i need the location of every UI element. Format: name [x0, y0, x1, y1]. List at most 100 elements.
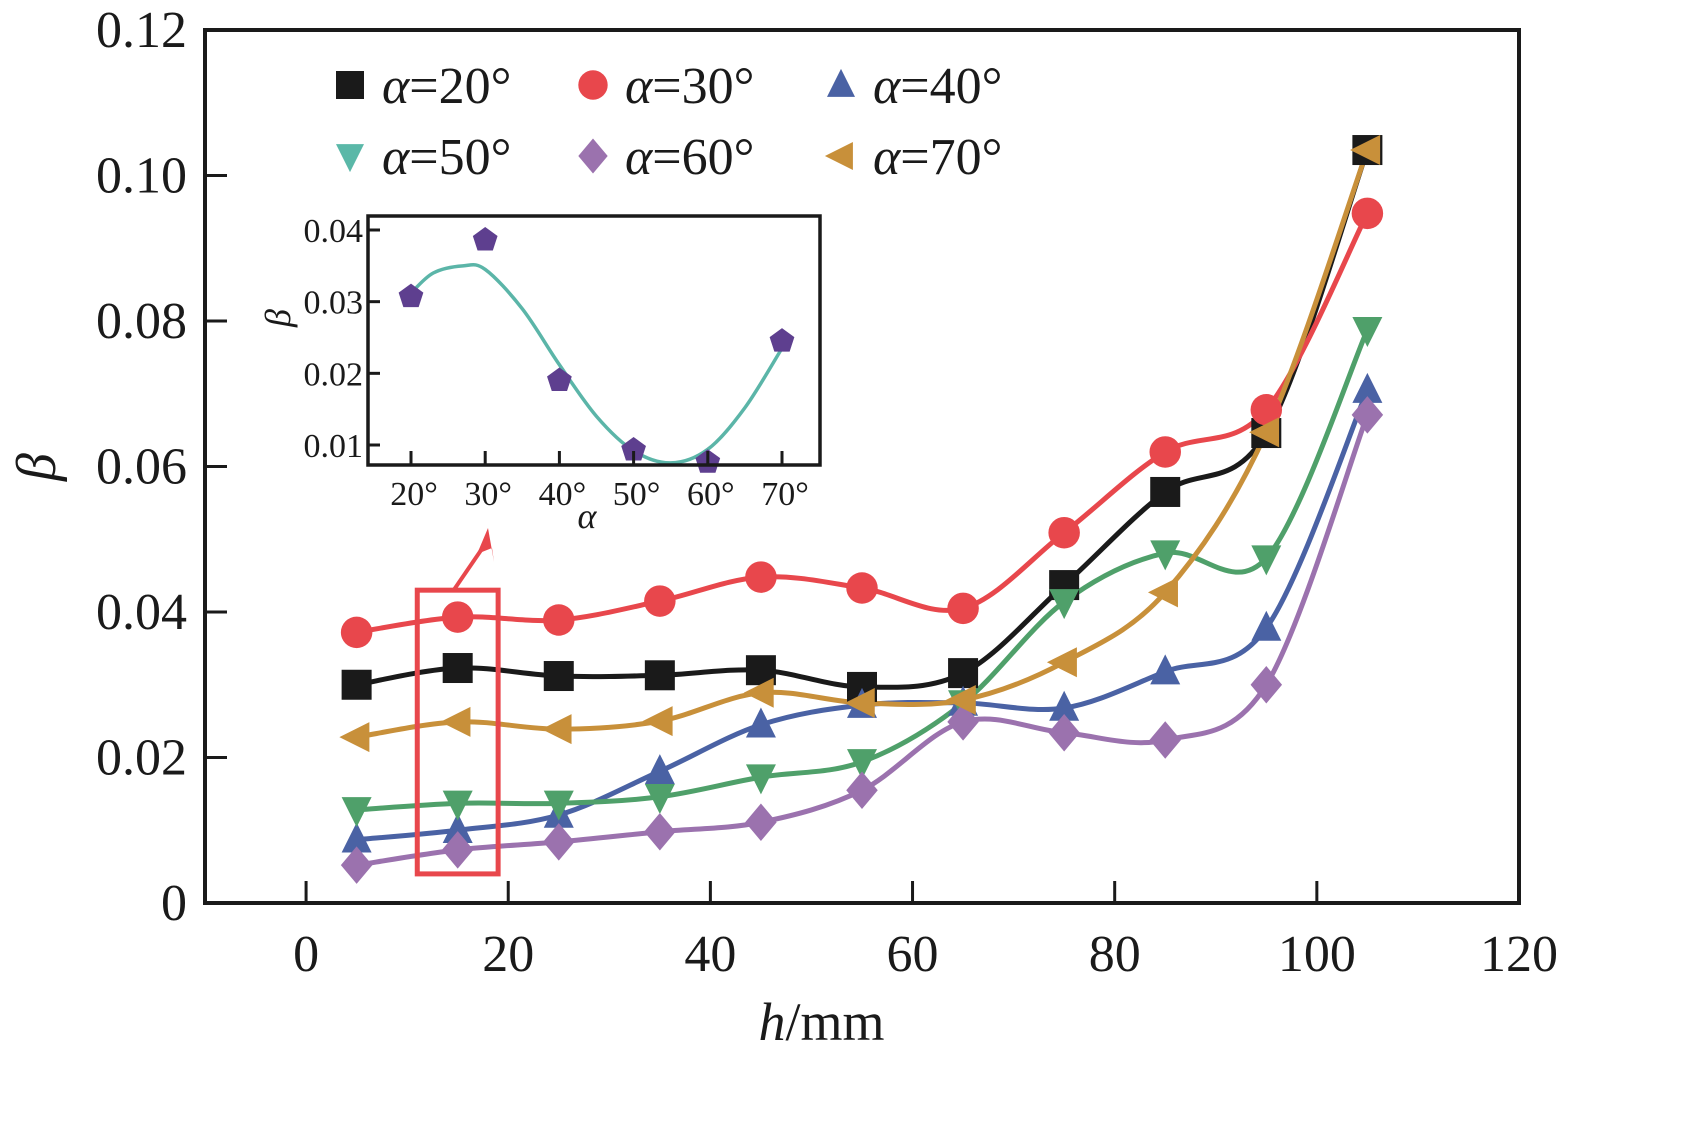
highlight-annotation	[414, 528, 501, 877]
data-point-triangle-up-marker	[341, 822, 372, 853]
x-tick-label: 60	[887, 926, 939, 983]
legend-label-symbol: α	[625, 58, 654, 115]
legend-label-symbol: α	[873, 129, 902, 186]
y-axis-label: β	[6, 453, 68, 482]
x-tick-label: 20	[482, 926, 534, 983]
data-point-triangle-up-marker	[745, 707, 776, 738]
legend-label-symbol: α	[873, 58, 902, 115]
y-tick-label: 0.06	[96, 439, 187, 496]
data-point-triangle-down-marker	[1251, 545, 1282, 576]
x-axis-label-unit: /mm	[785, 992, 884, 1052]
legend: α=20° α=30° α=40°α=50° α=60° α=70°	[336, 58, 1002, 186]
legend-label: α=30°	[625, 58, 754, 115]
data-point-triangle-up-marker	[1150, 654, 1181, 685]
data-point-triangle-left-marker	[844, 687, 875, 718]
data-point-square-marker	[341, 669, 372, 700]
inset-data-point-pentagon-marker	[472, 227, 498, 251]
data-point-triangle-left-marker	[1249, 417, 1280, 448]
data-point-triangle-down-marker	[442, 790, 473, 821]
legend-label-value: =20°	[409, 58, 511, 115]
highlight-box	[414, 587, 501, 877]
inset-data-point-pentagon-marker	[547, 367, 572, 392]
legend-label-value: =40°	[900, 58, 1002, 115]
inset-y-tick-label: 0.03	[304, 285, 364, 322]
inset-chart: 20° 30° 40° 50° 60° 70° 0.01 0.02 0.03 0.04 α β	[258, 213, 822, 536]
legend-label: α=40°	[873, 58, 1002, 115]
y-tick-label: 0.08	[96, 293, 187, 350]
inset-data-point-pentagon-marker	[769, 328, 795, 352]
data-point-circle-marker	[1149, 436, 1181, 468]
data-point-triangle-up-marker	[644, 754, 675, 785]
inset-x-axis-label: α	[578, 496, 598, 536]
arrow-head-icon	[477, 528, 494, 562]
series-line-alpha-50	[354, 327, 1370, 813]
legend-label: α=50°	[382, 129, 511, 186]
data-point-square-marker	[442, 653, 473, 684]
data-point-circle-marker	[1048, 516, 1080, 549]
legend-label-value: =50°	[409, 129, 511, 186]
data-point-diamond-marker	[846, 771, 878, 809]
inset-x-tick-label: 20°	[390, 476, 438, 513]
data-point-diamond-marker	[644, 812, 676, 851]
legend-label-symbol: α	[625, 129, 654, 186]
data-point-triangle-left-marker	[541, 714, 572, 745]
legend-label-symbol: α	[382, 58, 411, 115]
legend-label: α=20°	[382, 58, 511, 115]
x-tick-label: 120	[1480, 926, 1558, 983]
x-tick-label: 0	[293, 926, 319, 983]
data-point-triangle-left-marker	[1147, 577, 1178, 608]
data-point-triangle-down-marker	[341, 797, 372, 828]
data-point-circle-marker	[745, 561, 777, 593]
legend-label: α=60°	[625, 129, 754, 186]
data-point-triangle-up-marker	[1251, 610, 1282, 641]
data-point-circle-marker	[644, 585, 676, 617]
inset-y-tick-label: 0.01	[304, 428, 364, 465]
inset-x-tick-label: 50°	[613, 476, 661, 513]
inset-y-axis-label: β	[258, 309, 298, 328]
legend-triangle-left-icon	[824, 142, 853, 170]
y-tick-label: 0.10	[96, 148, 187, 205]
data-point-circle-marker	[1250, 394, 1283, 426]
data-point-triangle-left-marker	[642, 706, 673, 737]
x-axis-label: h/mm	[758, 992, 884, 1052]
data-point-diamond-marker	[543, 823, 575, 861]
series-line-alpha-60	[354, 412, 1370, 868]
x-axis-label-symbol: h	[758, 992, 785, 1052]
data-point-diamond-marker	[340, 846, 373, 884]
data-point-circle-marker	[846, 572, 878, 604]
data-point-square-marker	[1150, 476, 1181, 507]
inset-x-tick-label: 30°	[464, 476, 512, 513]
data-point-square-marker	[948, 658, 979, 689]
inset-y-tick-label: 0.02	[304, 356, 364, 393]
data-point-circle-marker	[441, 601, 474, 633]
inset-x-tick-label: 60°	[687, 476, 735, 513]
legend-triangle-up-icon	[827, 68, 855, 97]
inset-y-tick-label: 0.04	[304, 213, 364, 250]
data-point-triangle-down-marker	[1150, 540, 1181, 571]
data-point-triangle-down-marker	[745, 764, 776, 795]
data-point-diamond-marker	[1149, 721, 1181, 759]
data-point-diamond-marker	[745, 803, 777, 841]
legend-item: α=70°	[824, 129, 1002, 186]
inset-data-point-pentagon-marker	[398, 283, 424, 308]
y-tick-label: 0.12	[96, 2, 187, 59]
inset-fit-line	[409, 262, 784, 465]
data-point-square-marker	[644, 660, 675, 691]
legend-label-value: =30°	[652, 58, 754, 115]
y-tick-label: 0.02	[96, 730, 187, 787]
data-point-triangle-down-marker	[1049, 589, 1080, 620]
data-point-triangle-left-marker	[1046, 647, 1077, 678]
legend-item: α=40°	[827, 58, 1002, 115]
main-series-markers	[339, 135, 1384, 884]
inset-fit-curve	[409, 262, 784, 465]
data-point-diamond-marker	[441, 831, 474, 869]
data-point-diamond-marker	[1048, 714, 1080, 752]
data-point-triangle-down-marker	[847, 749, 877, 780]
inset-x-tick-label: 40°	[539, 476, 587, 513]
inset-background	[368, 216, 820, 465]
data-point-triangle-left-marker	[743, 677, 774, 708]
legend-label: α=70°	[873, 129, 1002, 186]
data-point-triangle-down-marker	[543, 790, 574, 821]
legend-item: α=60°	[578, 129, 754, 186]
